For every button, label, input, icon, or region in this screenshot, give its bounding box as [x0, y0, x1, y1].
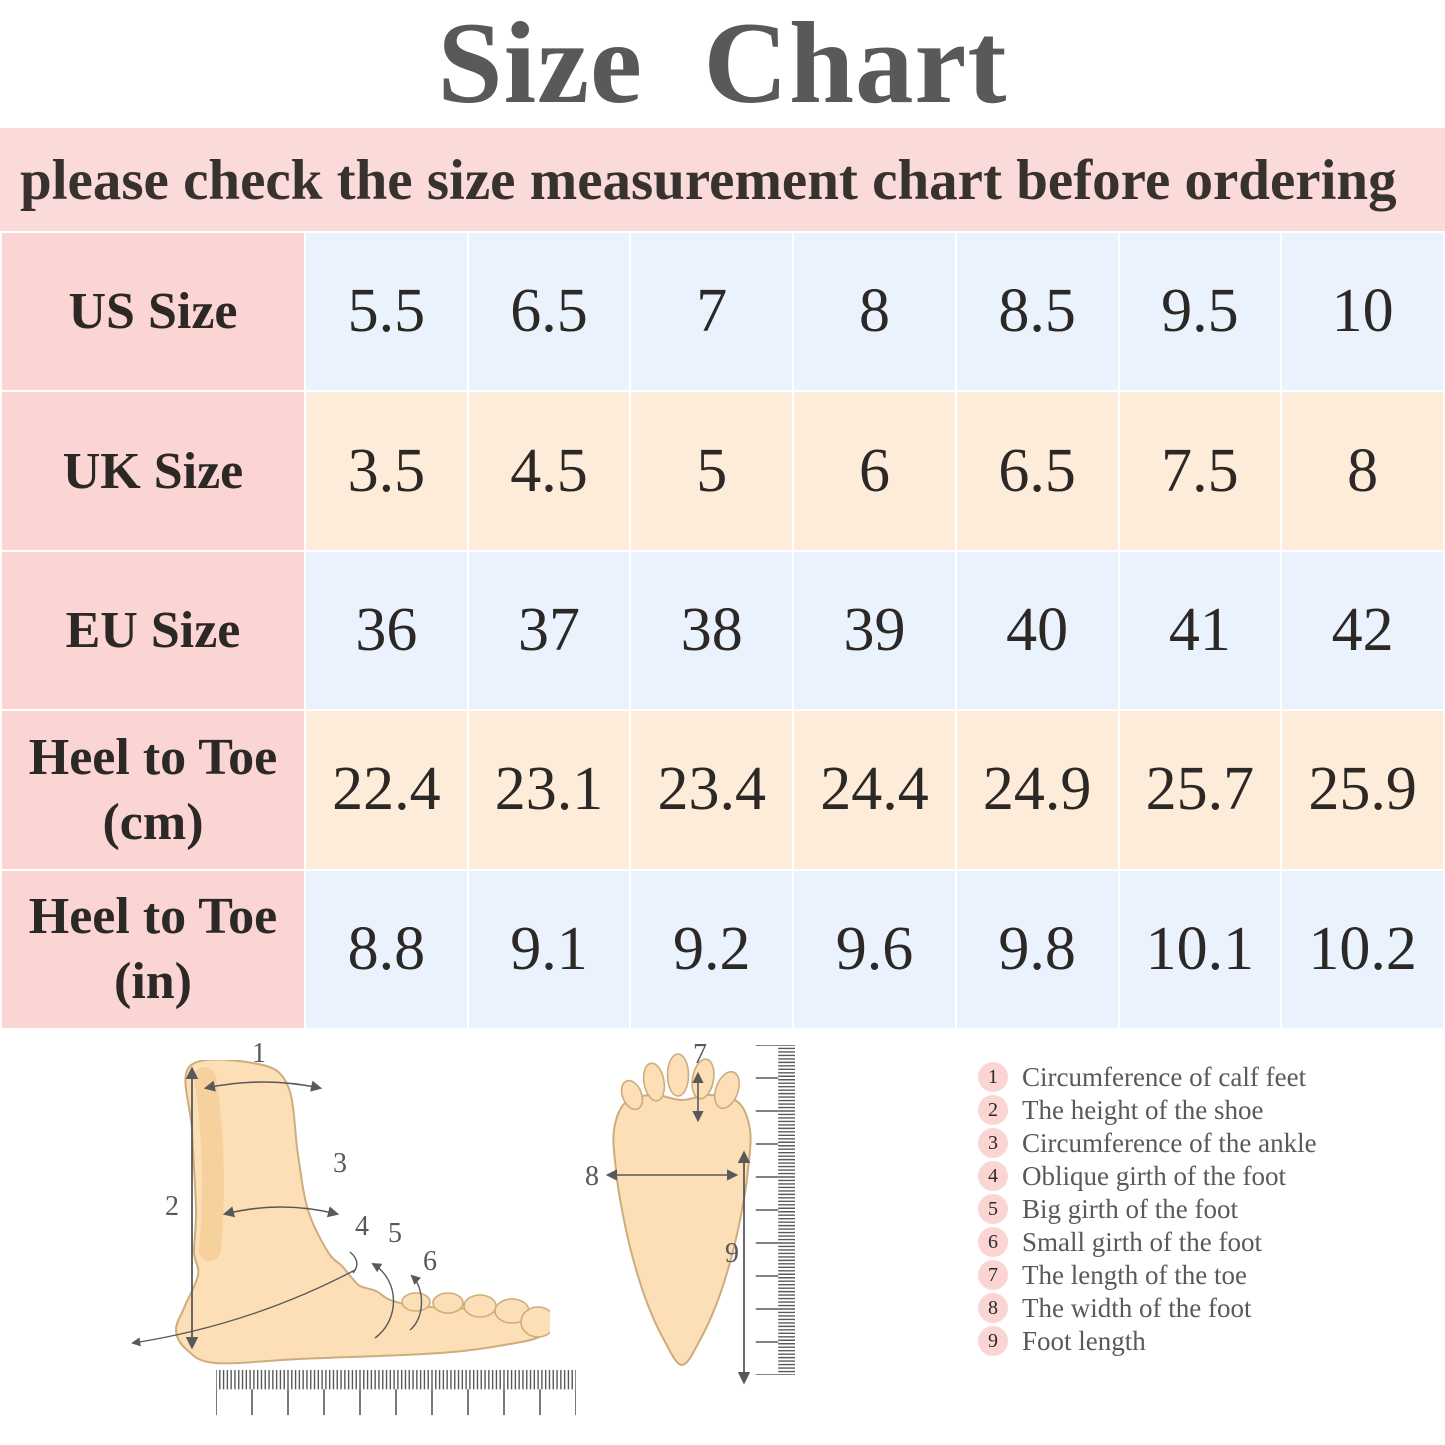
- svg-text:4: 4: [355, 1211, 369, 1242]
- svg-text:2: 2: [165, 1191, 179, 1222]
- svg-text:8: 8: [585, 1161, 599, 1192]
- svg-text:9: 9: [725, 1238, 739, 1269]
- svg-text:7: 7: [693, 1039, 707, 1070]
- svg-text:5: 5: [388, 1218, 402, 1249]
- svg-text:1: 1: [252, 1038, 266, 1069]
- svg-text:3: 3: [333, 1148, 347, 1179]
- svg-text:6: 6: [423, 1246, 437, 1277]
